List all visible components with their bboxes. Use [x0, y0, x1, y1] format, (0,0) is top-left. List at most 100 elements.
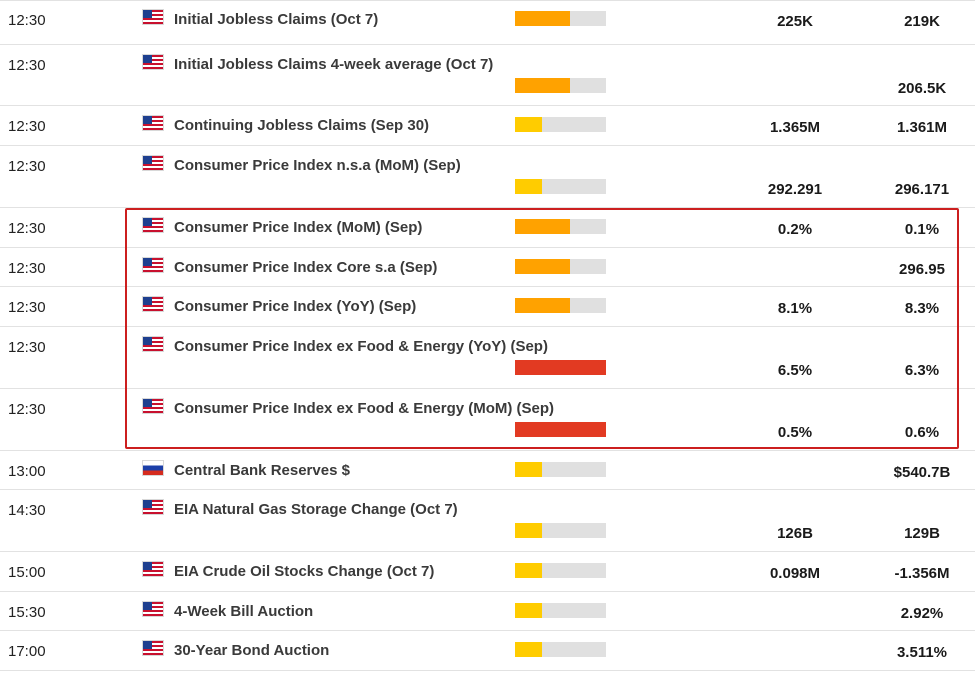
us-flag-icon	[143, 55, 163, 69]
event-time: 12:30	[8, 158, 46, 175]
row-divider	[0, 286, 975, 287]
event-name-link[interactable]: 30-Year Bond Auction	[174, 642, 330, 659]
us-flag-icon	[143, 297, 163, 311]
impact-bar	[515, 523, 606, 538]
flag-canton	[143, 297, 152, 305]
event-time: 12:30	[8, 339, 46, 356]
us-flag-icon	[143, 156, 163, 170]
event-name-link[interactable]: Consumer Price Index Core s.a (Sep)	[174, 259, 438, 276]
event-row[interactable]: 12:30 Consumer Price Index n.s.a (MoM) (S…	[0, 146, 975, 208]
impact-bar-fill	[515, 179, 543, 194]
impact-bar	[515, 117, 606, 132]
forecast-value: 1.361M	[896, 119, 948, 136]
forecast-value: 296.171	[894, 181, 950, 198]
actual-value: 0.098M	[769, 565, 821, 582]
event-name-link[interactable]: EIA Natural Gas Storage Change (Oct 7)	[174, 501, 458, 518]
forecast-value: 0.1%	[904, 221, 940, 238]
event-row[interactable]: 12:30 Consumer Price Index (MoM) (Sep) 0.2…	[0, 208, 975, 248]
forecast-value: 219K	[904, 13, 940, 30]
impact-bar	[515, 360, 606, 375]
event-name-link[interactable]: EIA Crude Oil Stocks Change (Oct 7)	[174, 563, 435, 580]
event-time: 12:30	[8, 260, 46, 277]
impact-bar	[515, 259, 606, 274]
event-name-link[interactable]: 4-Week Bill Auction	[174, 603, 314, 620]
event-row[interactable]: 12:30 Initial Jobless Claims 4-week avera…	[0, 45, 975, 106]
actual-value: 8.1%	[777, 300, 813, 317]
row-divider	[0, 326, 975, 327]
event-time: 12:30	[8, 401, 46, 418]
event-name-link[interactable]: Initial Jobless Claims (Oct 7)	[174, 11, 379, 28]
event-name-link[interactable]: Consumer Price Index ex Food & Energy (Y…	[174, 338, 548, 355]
impact-bar	[515, 603, 606, 618]
event-time: 13:00	[8, 463, 46, 480]
event-name-link[interactable]: Consumer Price Index (YoY) (Sep)	[174, 298, 417, 315]
russia-flag-icon	[143, 461, 163, 475]
forecast-value: 2.92%	[900, 605, 944, 622]
event-row[interactable]: 15:30 4-Week Bill Auction 2.92%	[0, 592, 975, 631]
event-row[interactable]: 12:30 Consumer Price Index Core s.a (Sep)…	[0, 248, 975, 287]
event-row[interactable]: 12:30 Consumer Price Index (YoY) (Sep) 8.1…	[0, 287, 975, 327]
event-name-link[interactable]: Continuing Jobless Claims (Sep 30)	[174, 117, 430, 134]
flag-canton	[143, 602, 152, 610]
event-name-link[interactable]: Initial Jobless Claims 4-week average (O…	[174, 56, 494, 73]
impact-bar-fill	[515, 298, 570, 313]
row-divider	[0, 105, 975, 106]
event-name-link[interactable]: Consumer Price Index ex Food & Energy (M…	[174, 400, 555, 417]
event-row[interactable]: 17:00 30-Year Bond Auction 3.511%	[0, 631, 975, 671]
flag-canton	[143, 10, 152, 18]
impact-bar	[515, 563, 606, 578]
flag-canton	[143, 258, 152, 266]
impact-bar	[515, 462, 606, 477]
impact-bar	[515, 298, 606, 313]
actual-value: 1.365M	[769, 119, 821, 136]
impact-bar	[515, 11, 606, 26]
impact-bar-fill	[515, 642, 543, 657]
flag-canton	[143, 562, 152, 570]
actual-value: 292.291	[767, 181, 823, 198]
row-divider	[0, 450, 975, 451]
impact-bar	[515, 422, 606, 437]
us-flag-icon	[143, 399, 163, 413]
event-time: 12:30	[8, 57, 46, 74]
event-time: 14:30	[8, 502, 46, 519]
flag-canton	[143, 500, 152, 508]
impact-bar-fill	[515, 360, 606, 375]
flag-canton	[143, 116, 152, 124]
impact-bar	[515, 219, 606, 234]
us-flag-icon	[143, 562, 163, 576]
us-flag-icon	[143, 116, 163, 130]
event-row[interactable]: 12:30 Continuing Jobless Claims (Sep 30) 1…	[0, 106, 975, 146]
row-divider	[0, 247, 975, 248]
event-row[interactable]: 14:30 EIA Natural Gas Storage Change (Oct…	[0, 490, 975, 552]
impact-bar	[515, 642, 606, 657]
actual-value: 0.2%	[777, 221, 813, 238]
actual-value: 225K	[777, 13, 813, 30]
impact-bar-fill	[515, 422, 606, 437]
event-name-link[interactable]: Consumer Price Index n.s.a (MoM) (Sep)	[174, 157, 461, 174]
us-flag-icon	[143, 258, 163, 272]
forecast-value: $540.7B	[893, 464, 951, 481]
event-row[interactable]: 15:00 EIA Crude Oil Stocks Change (Oct 7)…	[0, 552, 975, 592]
row-divider	[0, 670, 975, 671]
us-flag-icon	[143, 337, 163, 351]
event-name-link[interactable]: Central Bank Reserves $	[174, 462, 350, 479]
event-name-link[interactable]: Consumer Price Index (MoM) (Sep)	[174, 219, 423, 236]
event-row[interactable]: 12:30 Consumer Price Index ex Food & Ener…	[0, 327, 975, 389]
event-row[interactable]: 12:30 Initial Jobless Claims (Oct 7) 225K 2…	[0, 0, 975, 45]
event-row[interactable]: 12:30 Consumer Price Index ex Food & Ener…	[0, 389, 975, 451]
event-time: 15:00	[8, 564, 46, 581]
row-divider	[0, 0, 975, 1]
forecast-value: 0.6%	[904, 424, 940, 441]
forecast-value: -1.356M	[894, 565, 950, 582]
row-divider	[0, 388, 975, 389]
row-divider	[0, 489, 975, 490]
impact-bar-fill	[515, 259, 570, 274]
forecast-value: 296.95	[899, 261, 945, 278]
event-time: 15:30	[8, 604, 46, 621]
event-time: 17:00	[8, 643, 46, 660]
us-flag-icon	[143, 641, 163, 655]
impact-bar-fill	[515, 523, 543, 538]
impact-bar-fill	[515, 603, 543, 618]
us-flag-icon	[143, 500, 163, 514]
event-row[interactable]: 13:00 Central Bank Reserves $ $540.7B	[0, 451, 975, 490]
